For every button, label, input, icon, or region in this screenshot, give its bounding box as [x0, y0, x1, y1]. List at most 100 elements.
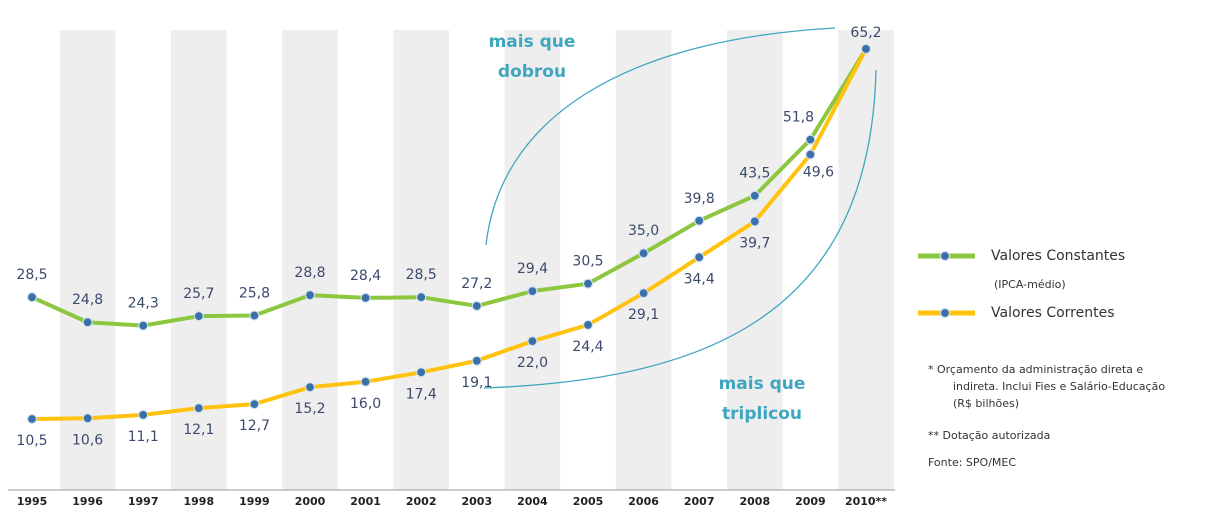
data-label: 43,5 [739, 166, 770, 182]
marker [749, 190, 760, 201]
data-label: 24,8 [72, 292, 103, 308]
marker [26, 292, 38, 303]
marker [360, 292, 371, 303]
band [838, 30, 894, 490]
footnote: Fonte: SPO/MEC [928, 456, 1016, 469]
x-tick-label: 1996 [72, 495, 103, 508]
data-label: 10,5 [16, 433, 47, 449]
series-line [31, 47, 868, 328]
annotation: mais que [719, 374, 806, 394]
data-label: 11,1 [128, 429, 159, 445]
x-tick-label: 2003 [461, 495, 492, 508]
data-label: 65,2 [850, 25, 881, 41]
marker [138, 409, 149, 421]
x-tick-label: 2010** [845, 495, 887, 508]
data-label: 30,5 [572, 254, 603, 270]
marker [82, 413, 93, 424]
marker [193, 311, 204, 322]
data-label: 28,8 [294, 265, 325, 281]
data-label: 17,4 [406, 386, 437, 402]
annotation: mais que [489, 32, 576, 52]
annotation: triplicou [722, 404, 802, 424]
footnote: ** Dotação autorizada [928, 429, 1050, 442]
marker [527, 336, 538, 347]
legend-marker [939, 250, 951, 262]
x-tick-label: 2004 [517, 495, 548, 508]
x-tick-label: 1997 [128, 495, 159, 508]
x-tick-label: 1999 [239, 495, 270, 508]
marker [638, 248, 649, 259]
band [282, 30, 338, 490]
marker [638, 288, 649, 299]
background-bands [59, 30, 894, 490]
x-tick-label: 2006 [628, 495, 659, 508]
marker [249, 310, 260, 321]
band [393, 30, 449, 490]
series-line [31, 48, 868, 421]
marker [193, 403, 204, 414]
marker [749, 216, 760, 227]
marker [82, 317, 93, 328]
marker [249, 398, 260, 410]
marker [527, 286, 538, 297]
data-label: 51,8 [783, 110, 814, 126]
marker [694, 252, 705, 263]
legend-marker [939, 307, 951, 319]
legend-sublabel: (IPCA-médio) [994, 278, 1066, 291]
band [504, 30, 561, 490]
data-label: 10,6 [72, 432, 103, 448]
legend-label: Valores Constantes [991, 248, 1125, 264]
marker [416, 292, 427, 303]
data-label: 35,0 [628, 223, 659, 239]
band [615, 30, 672, 490]
marker [471, 300, 482, 312]
data-label: 25,8 [239, 285, 270, 301]
marker [805, 134, 816, 145]
marker [471, 355, 482, 366]
arrow-curve [485, 27, 836, 246]
marker [416, 367, 427, 378]
footnote: (R$ bilhões) [953, 397, 1019, 410]
marker [138, 320, 149, 331]
data-label: 29,1 [628, 307, 659, 323]
band [171, 30, 227, 490]
marker [582, 278, 594, 289]
x-tick-label: 2001 [350, 495, 381, 508]
data-label: 16,0 [350, 396, 381, 412]
data-label: 24,3 [128, 296, 159, 312]
band [727, 30, 783, 490]
marker [694, 215, 705, 226]
x-tick-label: 2008 [739, 495, 770, 508]
marker [304, 290, 316, 301]
arrow-curve [483, 69, 877, 389]
data-label: 19,1 [461, 375, 492, 391]
marker [304, 382, 316, 393]
data-label: 25,7 [183, 286, 214, 302]
marker [360, 376, 371, 387]
annotation: dobrou [498, 62, 566, 82]
x-tick-label: 2009 [795, 495, 826, 508]
data-label: 39,8 [684, 191, 715, 207]
marker [26, 413, 38, 425]
marker [860, 43, 872, 55]
data-label: 15,2 [294, 401, 325, 417]
x-tick-label: 1998 [183, 495, 214, 508]
x-tick-label: 2007 [684, 495, 715, 508]
data-label: 28,4 [350, 268, 381, 284]
data-label: 34,4 [684, 271, 715, 287]
marker [805, 149, 816, 160]
x-tick-label: 2005 [573, 495, 604, 508]
marker [582, 319, 594, 331]
x-tick-label: 1995 [17, 495, 48, 508]
legend-label: Valores Correntes [991, 305, 1115, 321]
data-label: 27,2 [461, 276, 492, 292]
data-label: 24,4 [572, 339, 603, 355]
data-label: 28,5 [16, 267, 47, 283]
footnote: indireta. Inclui Fies e Salário-Educação [953, 380, 1165, 393]
data-label: 29,4 [517, 261, 548, 277]
data-label: 22,0 [517, 355, 548, 371]
x-tick-label: 2000 [295, 495, 326, 508]
data-label: 12,1 [183, 422, 214, 438]
footnote: * Orçamento da administração direta e [928, 363, 1143, 376]
